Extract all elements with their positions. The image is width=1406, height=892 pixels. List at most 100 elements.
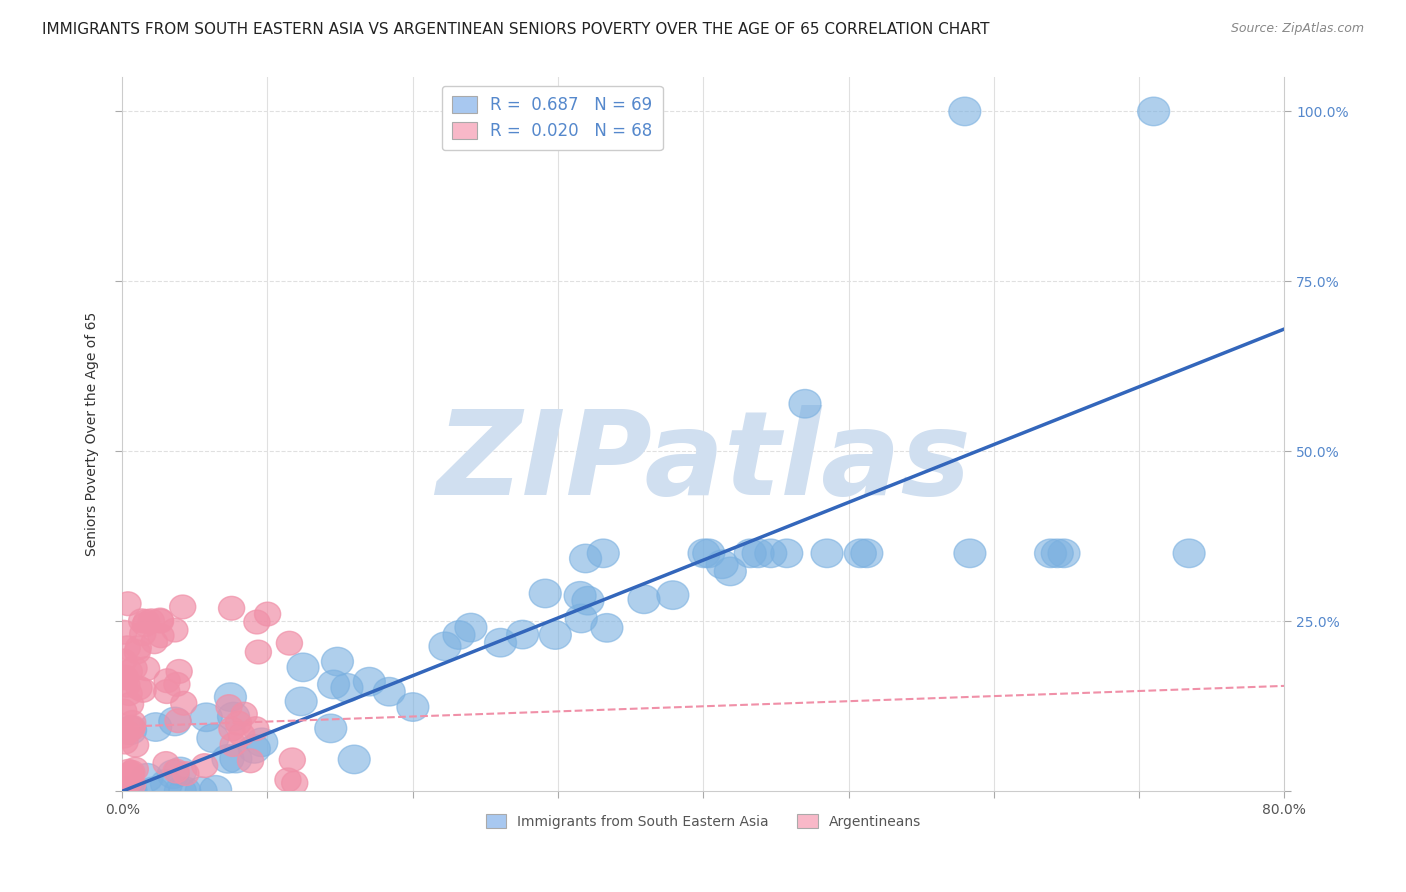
Ellipse shape — [166, 659, 193, 683]
Ellipse shape — [139, 713, 172, 741]
Ellipse shape — [1173, 539, 1205, 567]
Ellipse shape — [742, 539, 775, 567]
Ellipse shape — [485, 628, 516, 657]
Ellipse shape — [254, 602, 281, 626]
Ellipse shape — [117, 681, 142, 706]
Ellipse shape — [456, 614, 486, 642]
Ellipse shape — [148, 608, 173, 632]
Ellipse shape — [112, 769, 139, 792]
Ellipse shape — [111, 620, 136, 644]
Ellipse shape — [789, 390, 821, 418]
Ellipse shape — [277, 632, 302, 655]
Ellipse shape — [529, 579, 561, 607]
Ellipse shape — [148, 609, 174, 633]
Ellipse shape — [122, 733, 149, 757]
Ellipse shape — [163, 759, 190, 783]
Ellipse shape — [112, 731, 138, 754]
Ellipse shape — [218, 597, 245, 620]
Ellipse shape — [243, 717, 269, 740]
Ellipse shape — [564, 582, 596, 610]
Ellipse shape — [170, 691, 197, 715]
Ellipse shape — [322, 648, 353, 676]
Ellipse shape — [117, 770, 142, 793]
Ellipse shape — [688, 539, 720, 567]
Ellipse shape — [110, 777, 141, 805]
Ellipse shape — [165, 777, 197, 805]
Ellipse shape — [373, 677, 405, 706]
Ellipse shape — [114, 720, 139, 744]
Ellipse shape — [281, 772, 308, 795]
Ellipse shape — [153, 680, 180, 704]
Ellipse shape — [111, 724, 136, 748]
Ellipse shape — [734, 539, 766, 567]
Ellipse shape — [118, 717, 145, 740]
Ellipse shape — [811, 539, 844, 567]
Ellipse shape — [280, 748, 305, 772]
Ellipse shape — [159, 707, 191, 736]
Ellipse shape — [1042, 539, 1073, 567]
Ellipse shape — [212, 745, 243, 773]
Ellipse shape — [169, 777, 201, 805]
Ellipse shape — [115, 759, 142, 783]
Ellipse shape — [138, 777, 169, 805]
Ellipse shape — [693, 539, 724, 567]
Ellipse shape — [157, 760, 190, 789]
Ellipse shape — [243, 610, 270, 634]
Ellipse shape — [115, 591, 141, 615]
Ellipse shape — [218, 702, 249, 731]
Ellipse shape — [125, 636, 152, 659]
Ellipse shape — [246, 728, 278, 756]
Ellipse shape — [121, 657, 148, 680]
Ellipse shape — [217, 695, 242, 718]
Ellipse shape — [239, 735, 270, 764]
Ellipse shape — [132, 613, 159, 636]
Ellipse shape — [118, 762, 143, 786]
Ellipse shape — [190, 703, 222, 731]
Ellipse shape — [339, 745, 370, 773]
Ellipse shape — [120, 715, 145, 739]
Ellipse shape — [215, 683, 246, 712]
Ellipse shape — [148, 624, 174, 648]
Ellipse shape — [221, 732, 246, 756]
Ellipse shape — [129, 679, 156, 702]
Ellipse shape — [714, 558, 747, 586]
Ellipse shape — [1035, 539, 1067, 567]
Ellipse shape — [315, 714, 347, 743]
Ellipse shape — [429, 632, 461, 661]
Ellipse shape — [565, 604, 598, 632]
Ellipse shape — [129, 622, 156, 646]
Ellipse shape — [851, 539, 883, 567]
Ellipse shape — [770, 539, 803, 567]
Ellipse shape — [111, 649, 136, 673]
Ellipse shape — [153, 752, 179, 775]
Ellipse shape — [588, 539, 619, 567]
Ellipse shape — [120, 761, 145, 784]
Ellipse shape — [330, 673, 363, 702]
Ellipse shape — [219, 744, 252, 772]
Ellipse shape — [112, 666, 138, 690]
Ellipse shape — [229, 723, 254, 747]
Ellipse shape — [706, 550, 738, 579]
Ellipse shape — [131, 764, 163, 792]
Ellipse shape — [506, 620, 538, 648]
Ellipse shape — [115, 777, 148, 805]
Ellipse shape — [122, 757, 149, 781]
Legend: Immigrants from South Eastern Asia, Argentineans: Immigrants from South Eastern Asia, Arge… — [479, 808, 927, 834]
Ellipse shape — [1047, 539, 1080, 567]
Ellipse shape — [1137, 97, 1170, 126]
Ellipse shape — [276, 768, 301, 792]
Ellipse shape — [569, 544, 602, 573]
Ellipse shape — [219, 717, 245, 741]
Ellipse shape — [173, 762, 200, 786]
Ellipse shape — [114, 636, 141, 660]
Ellipse shape — [231, 702, 257, 726]
Ellipse shape — [186, 777, 217, 805]
Ellipse shape — [118, 692, 143, 716]
Text: IMMIGRANTS FROM SOUTH EASTERN ASIA VS ARGENTINEAN SENIORS POVERTY OVER THE AGE O: IMMIGRANTS FROM SOUTH EASTERN ASIA VS AR… — [42, 22, 990, 37]
Ellipse shape — [591, 614, 623, 642]
Ellipse shape — [197, 724, 229, 753]
Ellipse shape — [165, 709, 191, 732]
Ellipse shape — [165, 757, 197, 786]
Ellipse shape — [138, 609, 165, 632]
Ellipse shape — [115, 716, 146, 745]
